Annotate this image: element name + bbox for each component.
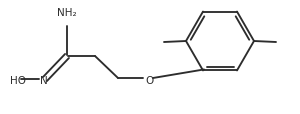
Text: HO: HO bbox=[10, 76, 26, 86]
Text: O: O bbox=[145, 75, 153, 85]
Text: NH₂: NH₂ bbox=[57, 8, 77, 18]
Text: N: N bbox=[40, 76, 48, 86]
